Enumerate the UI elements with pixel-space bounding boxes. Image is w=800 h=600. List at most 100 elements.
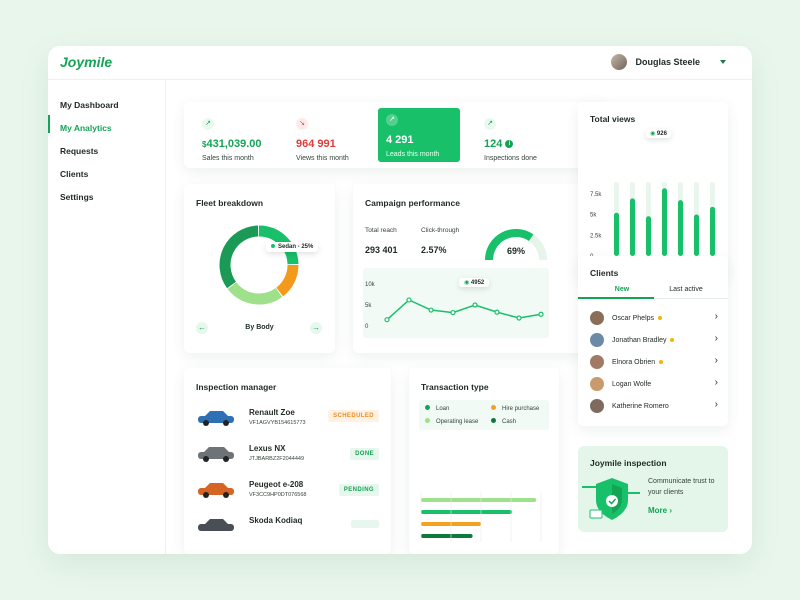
car-vin: VF3CC9HP0DT076568 (249, 492, 307, 498)
line-tooltip-value: 4952 (470, 280, 485, 286)
donut-segment (227, 282, 283, 305)
avatar (590, 333, 604, 347)
client-row[interactable]: Oscar Phelps › (590, 310, 718, 326)
fleet-next-button[interactable]: → (310, 322, 322, 334)
donut-segment (219, 225, 259, 289)
stats-card: ↗ $431,039.00 Sales this month ↘ 964 991… (184, 102, 608, 168)
stat-inspections-value: 124 (484, 138, 503, 150)
stat-sales-value: 431,039.00 (206, 138, 262, 150)
stat-leads-value: 4 291 (386, 134, 414, 146)
car-vin: VF1AGVYB154615773 (249, 420, 306, 426)
data-point (538, 311, 544, 317)
promo-card: Joymile inspection Communicate trust to … (578, 446, 728, 532)
top-header: Joymile Douglas Steele (48, 46, 752, 80)
bar (421, 534, 473, 538)
chevron-right-icon[interactable]: › (714, 311, 718, 322)
chevron-right-icon[interactable]: › (714, 355, 718, 366)
transaction-bar-chart: 0%25%50%75%100% (420, 492, 542, 542)
nav-clients[interactable]: Clients (60, 169, 89, 179)
car-image (196, 446, 236, 462)
campaign-chart-area (363, 268, 549, 338)
stat-leads[interactable]: ↗ 4 291 Leads this month (378, 108, 460, 162)
line-tooltip: ◉ 4952 (459, 278, 490, 287)
data-point (428, 307, 434, 313)
bar (662, 188, 667, 256)
clients-card: Clients New Last active Oscar Phelps › J… (578, 256, 728, 426)
promo-more-link[interactable]: More › (648, 506, 672, 515)
stat-sales[interactable]: ↗ $431,039.00 Sales this month (194, 112, 276, 166)
total-views-title: Total views (590, 114, 636, 124)
status-badge: SCHEDULED (328, 410, 379, 422)
legend-label: Loan (436, 406, 450, 412)
views-tooltip-value: 926 (656, 131, 667, 137)
eye-icon: ◉ (464, 280, 470, 286)
y-tick-label: 5k (365, 303, 372, 309)
stat-inspections-label: Inspections done (484, 155, 537, 162)
tab-new[interactable]: New (614, 286, 630, 293)
client-name: Logan Wolfe (612, 380, 652, 388)
promo-more-label: More (648, 506, 668, 515)
clients-title: Clients (590, 268, 619, 278)
car-vin: JTJBARBZ2F2044449 (249, 456, 305, 462)
bar (630, 198, 635, 256)
views-tooltip: ◉ 926 (646, 129, 671, 138)
chevron-right-icon[interactable]: › (714, 399, 718, 410)
legend-hire-purchase: Hire purchase (491, 405, 539, 412)
tab-last-active[interactable]: Last active (669, 286, 703, 293)
data-point (450, 309, 456, 316)
bar (646, 216, 651, 256)
car-image (196, 518, 236, 534)
stat-views-label: Views this month (296, 155, 349, 162)
data-point (406, 297, 412, 303)
chevron-right-icon[interactable]: › (714, 377, 718, 388)
promo-text: Communicate trust to your clients (648, 478, 715, 496)
stat-views[interactable]: ↘ 964 991 Views this month (288, 112, 370, 166)
sidebar: My Dashboard My Analytics Requests Clien… (48, 80, 166, 554)
car-model: Peugeot e-208 (249, 480, 304, 489)
avatar (590, 355, 604, 369)
client-row[interactable]: Jonathan Bradley › (590, 332, 718, 348)
status-dot (658, 316, 663, 320)
avatar (590, 377, 604, 391)
gauge-chart (485, 229, 547, 261)
client-row[interactable]: Katherine Romero › (590, 398, 718, 414)
nav-settings[interactable]: Settings (60, 192, 94, 202)
chevron-down-icon[interactable] (720, 60, 726, 64)
chevron-right-icon[interactable]: › (714, 333, 718, 344)
bar (421, 510, 513, 514)
status-badge (351, 520, 379, 528)
status-badge: DONE (350, 448, 379, 460)
gauge-fill (485, 229, 534, 261)
fleet-prev-button[interactable]: ← (196, 322, 208, 334)
data-point (516, 315, 522, 321)
fleet-tooltip-text: Sedan - 25% (278, 244, 314, 250)
inspection-title: Inspection manager (196, 382, 277, 392)
y-tick-label: 2.5k (590, 233, 602, 239)
data-point (384, 317, 390, 323)
click-through-label: Click-through (421, 227, 460, 234)
stat-leads-label: Leads this month (386, 151, 440, 158)
user-menu[interactable]: Douglas Steele (611, 54, 726, 70)
trend-up-icon: ↗ (386, 114, 398, 126)
info-icon[interactable]: i (505, 140, 514, 149)
client-name: Jonathan Bradley (612, 336, 667, 344)
nav-requests[interactable]: Requests (60, 146, 99, 156)
user-name: Douglas Steele (635, 57, 700, 67)
status-dot (670, 338, 675, 342)
stat-inspections[interactable]: ↗ 124 i Inspections done (476, 112, 558, 166)
client-row[interactable]: Elnora Obrien › (590, 354, 718, 370)
nav-my-dashboard[interactable]: My Dashboard (60, 100, 119, 110)
eye-icon: ◉ (650, 131, 656, 137)
trend-up-icon: ↗ (202, 118, 214, 130)
legend-cash: Cash (491, 418, 516, 425)
fleet-tooltip: Sedan - 25% (266, 242, 319, 252)
avatar (611, 54, 628, 70)
nav-my-analytics[interactable]: My Analytics (60, 123, 112, 133)
client-row[interactable]: Logan Wolfe › (590, 376, 718, 392)
trend-down-icon: ↘ (296, 118, 308, 130)
car-model: Skoda Kodiaq (249, 516, 303, 525)
series-line (386, 299, 542, 321)
legend-loan: Loan (425, 405, 449, 412)
